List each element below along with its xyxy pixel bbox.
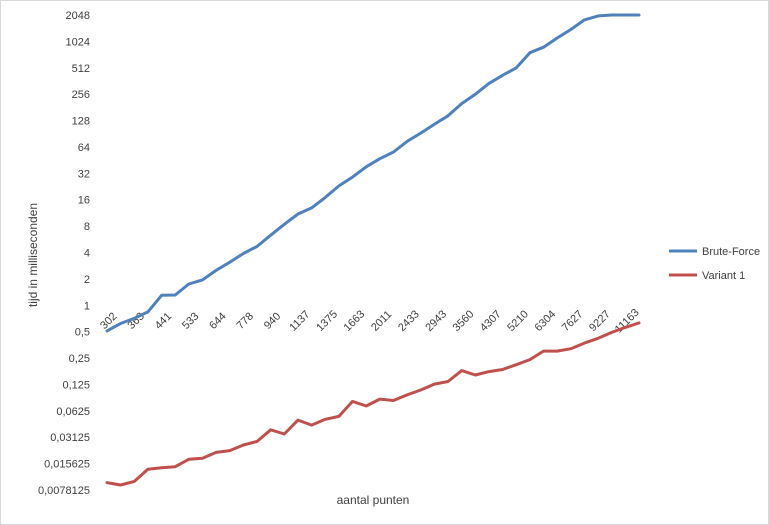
series-line-brute-force: [105, 13, 641, 333]
y-tick-label: 0,125: [62, 379, 90, 391]
series-lines: [105, 13, 641, 487]
y-axis-ticks: 2048 1024 512 256 128 64 32 16 8 4 2 1 0,5 0,25 0,125 0…: [38, 10, 90, 497]
x-axis-title: aantal punten: [337, 493, 410, 507]
series-line-variant-1: [105, 321, 641, 487]
y-tick-label: 2048: [66, 10, 90, 22]
y-tick-label: 2: [84, 274, 90, 286]
y-tick-label: 8: [84, 221, 90, 233]
legend-label: Variant 1: [702, 270, 745, 282]
x-tick-label: 4307: [478, 308, 504, 334]
y-tick-label: 0,5: [75, 327, 90, 339]
y-axis-title: tijd in milliseconden: [26, 203, 40, 307]
legend: Brute-Force Variant 1: [669, 246, 760, 282]
x-tick-label: 2433: [396, 308, 422, 334]
y-tick-label: 0,0078125: [38, 485, 90, 497]
x-axis-ticks: 302 363 441 533 644 778 940 1137 1375 1663 2011 243…: [98, 307, 642, 336]
x-tick-label: 1663: [342, 308, 368, 334]
y-tick-label: 0,0625: [56, 406, 90, 418]
y-tick-label: 0,03125: [50, 432, 90, 444]
y-tick-label: 1: [84, 300, 90, 312]
x-tick-label: 6304: [532, 308, 558, 334]
x-tick-label: 7627: [560, 308, 586, 334]
y-tick-label: 0,015625: [44, 459, 90, 471]
x-tick-label: 1375: [314, 308, 340, 334]
x-tick-label: 644: [207, 310, 228, 331]
y-tick-label: 32: [78, 168, 90, 180]
x-tick-label: 3560: [451, 308, 477, 334]
x-tick-label: 5210: [505, 308, 531, 334]
x-tick-label: 778: [235, 310, 256, 331]
x-tick-label: 940: [262, 310, 283, 331]
x-tick-label: 441: [153, 310, 174, 331]
x-tick-label: 1137: [287, 309, 312, 334]
y-tick-label: 256: [72, 89, 90, 101]
y-tick-label: 128: [72, 116, 90, 128]
y-tick-label: 512: [72, 63, 90, 75]
x-tick-label: 9227: [587, 308, 613, 334]
x-tick-label: 2943: [423, 308, 449, 334]
y-tick-label: 1024: [66, 36, 90, 48]
x-tick-label: 533: [180, 310, 201, 331]
y-tick-label: 0,25: [69, 353, 90, 365]
legend-label: Brute-Force: [702, 246, 760, 258]
y-tick-label: 64: [78, 142, 90, 154]
x-tick-label: 2011: [369, 309, 394, 334]
y-tick-label: 16: [78, 195, 90, 207]
y-tick-label: 4: [84, 248, 90, 260]
